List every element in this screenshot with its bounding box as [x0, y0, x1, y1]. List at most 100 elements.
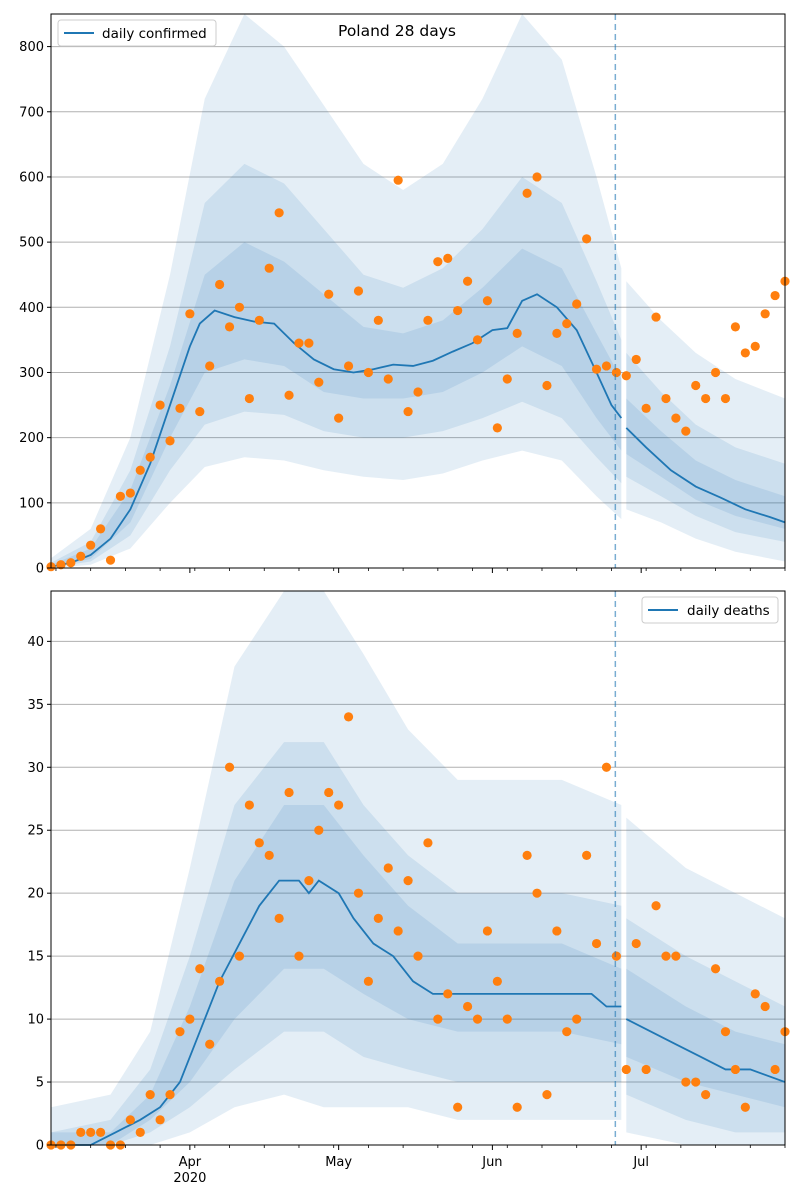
observed-point — [522, 850, 532, 861]
observed-point — [165, 1090, 175, 1100]
plot-frame — [50, 13, 786, 569]
observed-point — [502, 1014, 512, 1024]
y-tick-label: 400 — [19, 301, 44, 316]
observed-point — [254, 315, 264, 325]
observed-point — [492, 976, 502, 986]
forecast-line — [625, 427, 786, 524]
y-tick-label: 300 — [19, 366, 44, 381]
observed-point — [591, 364, 602, 374]
confirmed-observed-points — [46, 172, 790, 572]
observed-point — [453, 305, 463, 316]
observed-point — [502, 374, 512, 384]
observed-point — [462, 1001, 473, 1012]
y-tick-label: 700 — [19, 105, 44, 120]
confirmed-x-ticks — [55, 568, 786, 573]
observed-point — [145, 1090, 155, 1100]
observed-point — [125, 1115, 135, 1125]
observed-point — [175, 403, 185, 413]
observed-point — [403, 406, 413, 417]
uncertainty-band-80-fit — [51, 742, 622, 1145]
observed-point — [750, 989, 760, 999]
observed-point — [512, 1102, 522, 1112]
confirmed-y-ticks: 0 100 200 300 400 500 600 700 800 — [19, 40, 51, 577]
observed-point — [423, 315, 433, 325]
observed-point — [522, 188, 532, 198]
x-tick-label: Jul — [632, 1155, 649, 1170]
uncertainty-band-80-forecast — [626, 918, 785, 1133]
uncertainty-band-95-forecast — [626, 281, 785, 562]
uncertainty-band-80-fit — [51, 163, 622, 568]
observed-point — [691, 1077, 701, 1087]
observed-point — [542, 380, 552, 391]
observed-point — [383, 863, 393, 873]
observed-point — [343, 712, 354, 722]
y-tick-label: 0 — [36, 562, 44, 577]
confirmed-legend: daily confirmed — [57, 19, 217, 47]
y-tick-label: 20 — [27, 887, 44, 902]
y-tick-label: 40 — [27, 635, 44, 650]
observed-point — [373, 913, 383, 923]
observed-point — [413, 387, 423, 397]
plot-frame — [50, 590, 786, 1146]
observed-point — [244, 800, 254, 810]
observed-point — [621, 1064, 631, 1075]
observed-point — [284, 787, 294, 798]
observed-point — [215, 976, 225, 986]
observed-point — [215, 279, 225, 290]
confirmed-line-series — [50, 293, 786, 568]
observed-point — [254, 838, 264, 848]
observed-point — [740, 1102, 750, 1112]
y-tick-label: 100 — [19, 496, 44, 511]
observed-point — [393, 926, 403, 936]
observed-point — [433, 257, 443, 267]
observed-point — [205, 361, 215, 371]
deaths-line-series — [51, 879, 786, 1146]
observed-point — [393, 175, 403, 185]
observed-point — [740, 348, 750, 358]
observed-point — [701, 393, 711, 404]
deaths-axes — [50, 590, 786, 1146]
observed-point — [572, 1014, 582, 1024]
observed-point — [631, 354, 641, 365]
x-tick-sublabel: 2020 — [173, 1171, 206, 1186]
deaths-legend-label: daily deaths — [687, 603, 770, 619]
observed-point — [195, 406, 205, 417]
uncertainty-band-50-fit — [51, 805, 622, 1145]
fit-line — [50, 293, 623, 568]
y-tick-label: 200 — [19, 431, 44, 446]
observed-point — [294, 338, 304, 348]
observed-point — [363, 976, 374, 986]
observed-point — [135, 465, 145, 475]
deaths-legend: daily deaths — [641, 596, 779, 624]
y-tick-label: 800 — [19, 40, 44, 55]
observed-point — [562, 318, 572, 329]
observed-point — [770, 1064, 780, 1075]
observed-point — [334, 413, 344, 423]
observed-point — [710, 367, 721, 378]
observed-point — [403, 875, 413, 886]
observed-point — [472, 335, 483, 345]
observed-point — [353, 888, 364, 898]
observed-point — [661, 393, 671, 404]
confirmed-legend-box — [57, 19, 217, 47]
y-tick-label: 30 — [27, 761, 44, 776]
observed-point — [750, 341, 760, 351]
observed-point — [582, 234, 592, 244]
deaths-legend-box — [641, 596, 779, 624]
confirmed-uncertainty-bands — [51, 14, 785, 568]
deaths-uncertainty-bands — [51, 591, 785, 1145]
observed-point — [76, 1127, 86, 1138]
y-tick-label: 35 — [27, 698, 44, 713]
x-tick-label: Jun — [481, 1155, 502, 1170]
observed-point — [244, 393, 254, 404]
observed-point — [462, 276, 473, 286]
observed-point — [443, 253, 453, 264]
observed-point — [552, 328, 562, 338]
observed-point — [324, 787, 334, 798]
y-tick-label: 0 — [36, 1139, 44, 1154]
observed-point — [641, 1064, 651, 1075]
observed-point — [671, 413, 681, 423]
uncertainty-band-95-fit — [51, 591, 622, 1145]
observed-point — [720, 393, 731, 404]
